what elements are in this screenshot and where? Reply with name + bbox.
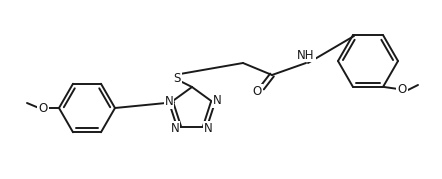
Text: O: O [38, 101, 48, 115]
Text: N: N [165, 95, 173, 108]
Text: S: S [173, 71, 181, 84]
Text: N: N [213, 94, 221, 107]
Text: N: N [171, 122, 179, 135]
Text: O: O [397, 83, 407, 96]
Text: N: N [204, 122, 212, 135]
Text: O: O [252, 84, 262, 98]
Text: NH: NH [297, 49, 315, 62]
